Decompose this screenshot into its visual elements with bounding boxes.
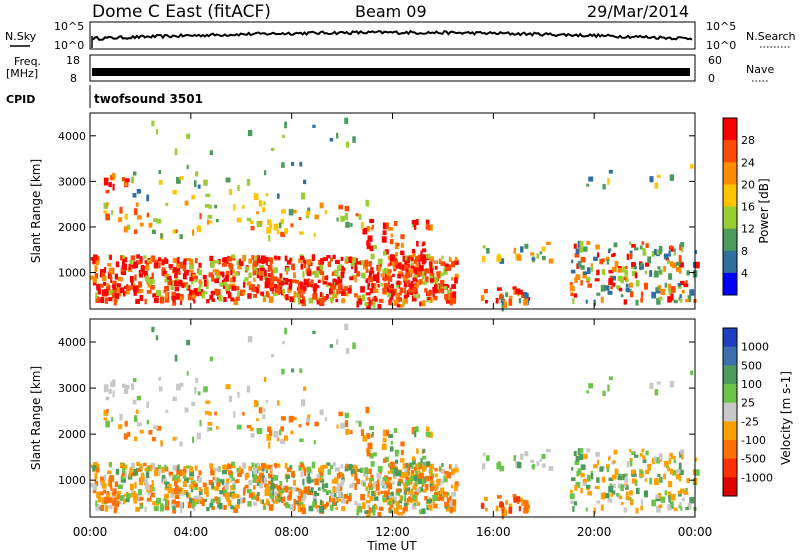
power-colorbar-label: Power [dB] [757, 178, 771, 243]
nsky-line [92, 29, 693, 41]
velocity-plot: 1000 2000 3000 4000 Slant Range [km] 1000 50… [29, 318, 793, 520]
colorbar-swatch [723, 272, 737, 296]
cpid-panel: CPID twofsound 3501 [6, 85, 203, 108]
freq-bottom-tick: 8 [70, 72, 77, 85]
colorbar-swatch [723, 458, 737, 478]
nsearch-top-tick: 10^5 [706, 20, 736, 33]
ytick-label: 3000 [58, 382, 86, 395]
colorbar-swatch [723, 402, 737, 422]
xaxis-label: Time UT [366, 539, 417, 553]
colorbar-swatch [723, 365, 737, 385]
colorbar-swatch [723, 140, 737, 163]
nsky-top-tick: 10^5 [54, 20, 84, 33]
nsky-bottom-tick: 10^0 [54, 39, 84, 52]
freq-unit: [MHz] [6, 67, 38, 80]
nave-top-tick: 60 [708, 54, 722, 67]
colorbar-swatch [723, 384, 737, 404]
nsky-label: N.Sky [5, 30, 37, 43]
colorbar-tick: 24 [741, 156, 755, 169]
freq-top-tick: 18 [66, 54, 80, 67]
velocity-ylabel: Slant Range [km] [29, 366, 43, 470]
xtick-label: 08:00 [274, 525, 309, 539]
nsearch-bottom-tick: 10^0 [706, 39, 736, 52]
colorbar-tick: 500 [741, 359, 762, 372]
nsearch-label: N.Search [746, 30, 796, 43]
nave-bottom-tick: 0 [708, 72, 715, 85]
ytick-label: 2000 [58, 221, 86, 234]
ytick-label: 4000 [58, 130, 86, 143]
xtick-label: 00:00 [678, 525, 713, 539]
colorbar-tick: 12 [741, 223, 755, 236]
ytick-label: 3000 [58, 175, 86, 188]
xtick-label: 16:00 [476, 525, 511, 539]
freq-label: Freq. [14, 55, 41, 68]
cpid-label: CPID [6, 93, 35, 106]
colorbar-swatch [723, 477, 737, 497]
colorbar-tick: -1000 [741, 471, 773, 484]
colorbar-tick: -100 [741, 434, 766, 447]
beam-label: Beam 09 [355, 2, 427, 21]
ytick-label: 4000 [58, 336, 86, 349]
colorbar-swatch [723, 118, 737, 141]
colorbar-swatch [723, 440, 737, 460]
xtick-label: 12:00 [375, 525, 410, 539]
time-axis: 00:00 04:00 08:00 12:00 16:00 20:00 00:00 [73, 113, 713, 539]
velocity-colorbar: 1000 500 100 25 -25 -100 -500 -1000 [722, 327, 773, 497]
colorbar-tick: -25 [741, 415, 759, 428]
colorbar-swatch [723, 250, 737, 274]
colorbar-swatch [723, 421, 737, 441]
colorbar-tick: 8 [741, 245, 748, 258]
colorbar-swatch [723, 162, 737, 185]
nsky-panel: N.Sky 10^5 10^0 10^5 10^0 N.Search [5, 20, 796, 52]
nsky-trace [91, 29, 693, 48]
power-plot: 1000 2000 3000 4000 Slant Range [km] 28 24 20… [29, 112, 771, 312]
colorbar-tick: 100 [741, 378, 762, 391]
colorbar-swatch [723, 184, 737, 207]
colorbar-swatch [723, 228, 737, 252]
colorbar-tick: 4 [741, 267, 748, 280]
ytick-label: 1000 [58, 474, 86, 487]
power-ylabel: Slant Range [km] [29, 159, 43, 263]
date-label: 29/Mar/2014 [587, 2, 689, 21]
power-cells [90, 117, 700, 312]
freq-panel: Freq. [MHz] 18 8 60 0 Nave [6, 54, 774, 85]
colorbar-swatch [723, 346, 737, 366]
colorbar-swatch [723, 206, 737, 230]
colorbar-tick: 20 [741, 178, 755, 191]
xtick-label: 20:00 [577, 525, 612, 539]
xtick-label: 00:00 [73, 525, 108, 539]
ytick-label: 1000 [58, 267, 86, 280]
ytick-label: 2000 [58, 428, 86, 441]
cpid-value: twofsound 3501 [94, 92, 203, 106]
nave-label: Nave [746, 63, 774, 76]
station-title: Dome C East (fitACF) [92, 2, 271, 22]
colorbar-tick: 28 [741, 134, 755, 147]
xtick-label: 04:00 [174, 525, 209, 539]
velocity-colorbar-label: Velocity [m s-1] [779, 371, 793, 465]
velocity-cells [90, 323, 700, 520]
colorbar-tick: 25 [741, 397, 755, 410]
colorbar-swatch [723, 328, 737, 348]
colorbar-tick: 1000 [741, 341, 769, 354]
colorbar-tick: 16 [741, 201, 755, 214]
power-colorbar: 28 24 20 16 12 8 4 [722, 117, 755, 296]
colorbar-tick: -500 [741, 453, 766, 466]
